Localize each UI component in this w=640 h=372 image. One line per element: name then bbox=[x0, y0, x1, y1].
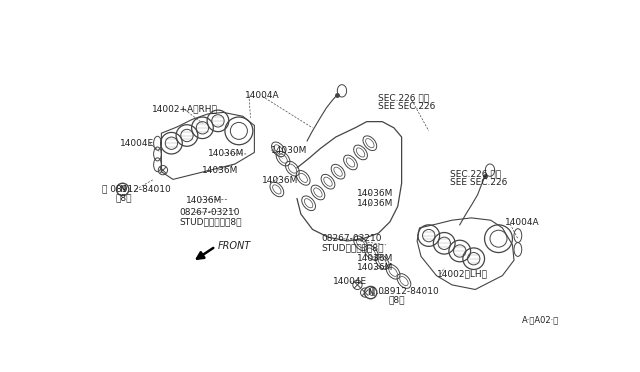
Text: 14036M: 14036M bbox=[358, 189, 394, 198]
Text: ⓝ 08912-84010: ⓝ 08912-84010 bbox=[370, 286, 438, 295]
Text: SEE SEC.226: SEE SEC.226 bbox=[451, 178, 508, 187]
Circle shape bbox=[116, 183, 129, 196]
Text: STUDスタッド（8）: STUDスタッド（8） bbox=[179, 217, 242, 226]
Text: 14002+A〈RH〉: 14002+A〈RH〉 bbox=[152, 105, 218, 114]
Circle shape bbox=[364, 286, 377, 299]
Text: 08267-03210: 08267-03210 bbox=[322, 234, 382, 243]
Text: ⓝ 08912-84010: ⓝ 08912-84010 bbox=[102, 184, 170, 193]
Text: N: N bbox=[367, 288, 374, 297]
Text: 14030M: 14030M bbox=[271, 145, 307, 154]
Text: 14004E: 14004E bbox=[120, 139, 154, 148]
Text: SEC.226 参照: SEC.226 参照 bbox=[451, 169, 502, 179]
Text: STUDスタッド（8）: STUDスタッド（8） bbox=[322, 243, 384, 252]
Text: 14036M: 14036M bbox=[208, 150, 244, 158]
Text: 14036M: 14036M bbox=[358, 263, 394, 272]
Text: 14004A: 14004A bbox=[505, 218, 540, 227]
Text: （8）: （8） bbox=[388, 296, 405, 305]
Text: SEE SEC.226: SEE SEC.226 bbox=[378, 102, 435, 110]
Text: 08267-03210: 08267-03210 bbox=[179, 208, 240, 217]
Text: 14036M: 14036M bbox=[186, 196, 223, 205]
Text: FRONT: FRONT bbox=[218, 241, 252, 251]
Text: SEC.226 参照: SEC.226 参照 bbox=[378, 93, 429, 102]
Text: N: N bbox=[120, 185, 126, 194]
Text: （8）: （8） bbox=[116, 193, 132, 202]
Text: A·ヴA02·ヴ: A·ヴA02·ヴ bbox=[522, 316, 559, 325]
Text: 14036M: 14036M bbox=[202, 166, 238, 174]
Text: 14036M: 14036M bbox=[262, 176, 298, 185]
Text: 14036M: 14036M bbox=[358, 199, 394, 208]
Text: 14004A: 14004A bbox=[245, 91, 280, 100]
Text: 14002〈LH〉: 14002〈LH〉 bbox=[436, 269, 488, 279]
Text: 14036M: 14036M bbox=[358, 254, 394, 263]
Text: 14004E: 14004E bbox=[333, 277, 367, 286]
